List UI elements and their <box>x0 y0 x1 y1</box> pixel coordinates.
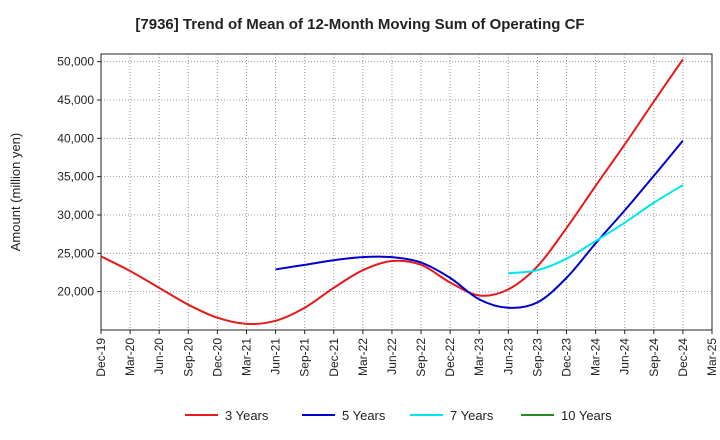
x-tick-label: Sep-24 <box>647 338 661 377</box>
x-tick-label: Sep-21 <box>298 338 312 377</box>
x-tick-label: Jun-24 <box>618 338 632 375</box>
x-tick-label: Jun-21 <box>269 338 283 375</box>
x-tick-label: Mar-23 <box>472 338 486 376</box>
x-tick-label: Jun-23 <box>501 338 515 375</box>
x-tick-label: Mar-22 <box>356 338 370 376</box>
x-tick-label: Dec-23 <box>560 338 574 377</box>
legend: 3 Years 5 Years 7 Years 10 Years <box>185 408 612 423</box>
legend-label-7-years: 7 Years <box>450 408 494 423</box>
chart-title: [7936] Trend of Mean of 12-Month Moving … <box>135 16 584 33</box>
y-axis: 20,000 25,000 30,000 35,000 40,000 45,000 50,0… <box>57 55 101 299</box>
x-tick-label: Dec-24 <box>676 338 690 377</box>
y-tick-label: 20,000 <box>57 285 94 299</box>
y-tick-label: 40,000 <box>57 131 94 145</box>
x-axis: Dec-19 Mar-20 Jun-20 Sep-20 Dec-20 Mar-21 Jun-… <box>94 330 719 377</box>
x-tick-label: Mar-21 <box>239 338 253 376</box>
x-tick-label: Mar-20 <box>123 338 137 376</box>
x-tick-label: Sep-23 <box>530 338 544 377</box>
x-tick-label: Dec-20 <box>210 338 224 377</box>
x-tick-label: Sep-20 <box>181 338 195 377</box>
plot-area <box>100 53 713 331</box>
x-tick-label: Dec-19 <box>94 338 108 377</box>
series-line-5-years <box>275 139 684 309</box>
legend-label-5-years: 5 Years <box>342 408 386 423</box>
legend-label-10-years: 10 Years <box>561 408 612 423</box>
x-tick-label: Dec-22 <box>443 338 457 377</box>
y-tick-label: 35,000 <box>57 170 94 184</box>
x-tick-label: Jun-22 <box>385 338 399 375</box>
x-tick-label: Mar-24 <box>589 338 603 376</box>
x-tick-label: Dec-21 <box>327 338 341 377</box>
grid <box>101 54 712 330</box>
legend-label-3-years: 3 Years <box>225 408 269 423</box>
series-line-3-years <box>100 58 684 325</box>
x-tick-label: Jun-20 <box>152 338 166 375</box>
x-tick-label: Sep-22 <box>414 338 428 377</box>
series-lines <box>100 58 684 325</box>
y-tick-label: 45,000 <box>57 93 94 107</box>
y-axis-title: Amount (million yen) <box>8 133 23 252</box>
y-tick-label: 25,000 <box>57 246 94 260</box>
y-tick-label: 30,000 <box>57 208 94 222</box>
y-tick-label: 50,000 <box>57 55 94 69</box>
series-line-7-years <box>508 184 684 275</box>
x-tick-label: Mar-25 <box>705 338 719 376</box>
